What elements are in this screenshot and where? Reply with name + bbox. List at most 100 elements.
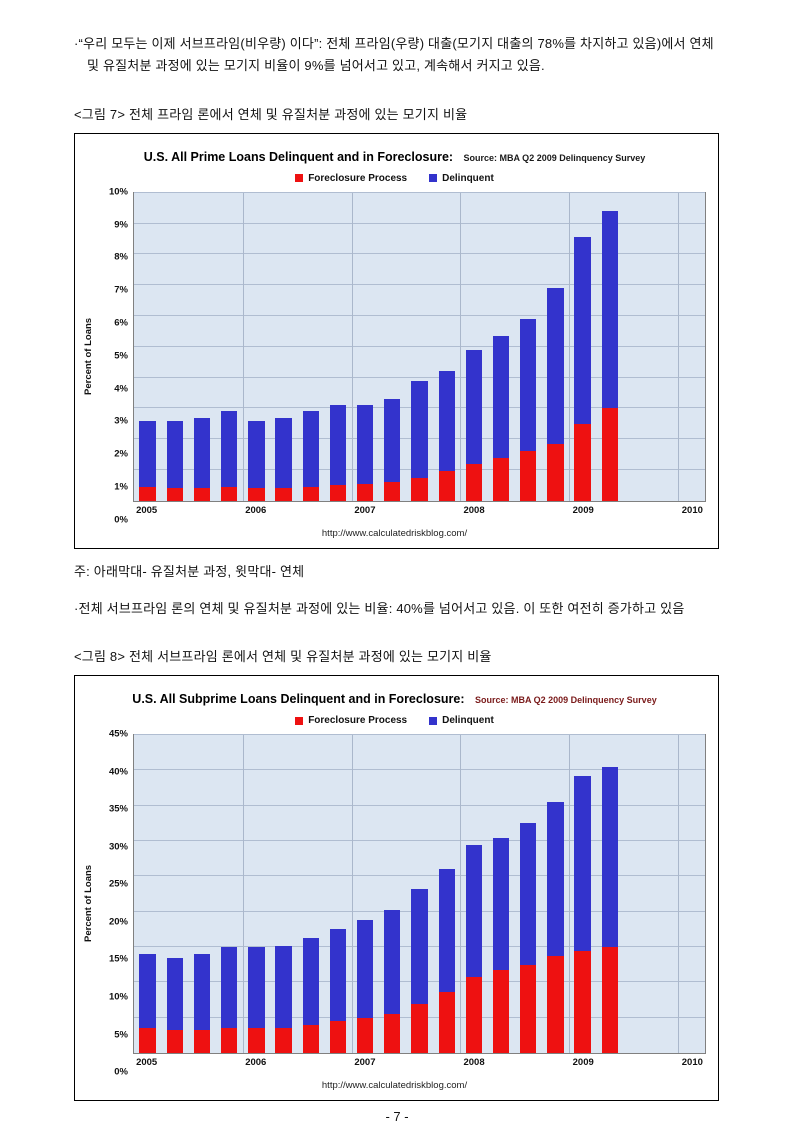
bar-segment-foreclosure: [193, 488, 211, 501]
bar-segment-foreclosure: [601, 947, 618, 1054]
gridline: [134, 734, 705, 736]
bar-segment-foreclosure: [166, 1029, 183, 1054]
figure-7-note: 주: 아래막대- 유질처분 과정, 윗막대- 연체: [74, 563, 305, 579]
bar-segment-foreclosure: [520, 451, 537, 501]
gridline: [134, 314, 705, 316]
plot-column: 2005 2006 2007 2008 2009 2010: [133, 734, 706, 1072]
y-tick-label: 10%: [108, 991, 128, 1003]
stacked-bar: [601, 211, 618, 501]
stacked-bar: [492, 837, 510, 1054]
bar-segment-delinquent: [438, 869, 455, 992]
bullet-paragraph-subprime: ·전체 서브프라임 론의 연체 및 유질처분 과정에 있는 비율: 40%를 넘…: [74, 600, 685, 616]
stacked-bar: [329, 928, 347, 1054]
bar-segment-delinquent: [221, 411, 238, 487]
gridline: [134, 376, 705, 378]
stacked-bar: [166, 957, 183, 1054]
gridline: [134, 345, 705, 347]
x-tick-label: 2010: [681, 1057, 703, 1069]
chart-title: U.S. All Prime Loans Delinquent and in F…: [143, 149, 454, 164]
bar-segment-foreclosure: [329, 485, 347, 501]
legend-item-foreclosure: Foreclosure Process: [295, 173, 407, 184]
bar-segment-foreclosure: [438, 991, 455, 1054]
stacked-bar: [275, 417, 292, 501]
y-tick-label: 0%: [114, 514, 128, 526]
year-separator-line: [351, 735, 353, 1054]
bar-segment-delinquent: [492, 837, 510, 970]
x-tick-label: 2005: [136, 1057, 158, 1069]
bar-segment-foreclosure: [302, 1024, 319, 1054]
y-axis-labels: 0% 1% 2% 3% 4% 5% 6% 7% 8% 9% 10%: [99, 186, 133, 525]
x-tick-label: 2005: [136, 504, 158, 516]
stacked-bar: [438, 869, 455, 1054]
legend-item-delinquent: Delinquent: [429, 715, 494, 726]
bar-segment-delinquent: [547, 288, 564, 444]
stacked-bar: [601, 766, 618, 1054]
plot-area: [133, 734, 706, 1055]
legend-label-delinquent: Delinquent: [442, 172, 494, 184]
year-separator-line: [569, 192, 571, 501]
bar-segment-foreclosure: [275, 1028, 292, 1054]
y-tick-label: 5%: [114, 350, 128, 362]
gridline: [134, 769, 705, 771]
bar-segment-delinquent: [193, 954, 211, 1030]
stacked-bar: [221, 947, 238, 1054]
chart-title: U.S. All Subprime Loans Delinquent and i…: [132, 692, 465, 707]
legend-label-foreclosure: Foreclosure Process: [308, 715, 408, 727]
bar-segment-foreclosure: [384, 482, 401, 501]
bar-segment-delinquent: [411, 380, 428, 478]
bar-segment-delinquent: [193, 417, 211, 489]
bar-segment-delinquent: [166, 957, 183, 1030]
stacked-bar: [547, 288, 564, 501]
bar-segment-delinquent: [438, 371, 455, 472]
stacked-bar: [411, 380, 428, 501]
bar-segment-foreclosure: [248, 1028, 265, 1054]
legend-swatch-foreclosure: [295, 174, 304, 183]
x-tick-label: 2008: [463, 504, 485, 516]
stacked-bar: [248, 947, 265, 1054]
bar-segment-foreclosure: [329, 1021, 347, 1054]
stacked-bar: [248, 420, 265, 501]
stacked-bar: [547, 801, 564, 1054]
stacked-bar: [574, 776, 591, 1054]
x-tick-label: 2010: [681, 504, 703, 516]
x-tick-label: 2007: [354, 504, 376, 516]
chart-title-row: U.S. All Subprime Loans Delinquent and i…: [83, 690, 706, 708]
chart-body: Percent of Loans 0% 5% 10% 15% 20% 25% 30% 35% 4…: [83, 729, 706, 1078]
bar-segment-delinquent: [356, 920, 374, 1018]
year-separator-line: [351, 192, 353, 501]
chart-source-note: Source: MBA Q2 2009 Delinquency Survey: [463, 152, 646, 163]
bar-segment-delinquent: [601, 211, 618, 409]
bar-segment-delinquent: [574, 237, 591, 424]
stacked-bar: [356, 920, 374, 1054]
stacked-bar: [520, 823, 537, 1054]
legend-swatch-delinquent: [429, 174, 438, 183]
stacked-bar: [465, 349, 483, 501]
legend-item-delinquent: Delinquent: [429, 173, 494, 184]
y-tick-label: 40%: [108, 766, 128, 778]
year-separator-line: [677, 192, 679, 501]
bar-segment-delinquent: [411, 889, 428, 1005]
stacked-bar: [384, 399, 401, 501]
bar-segment-delinquent: [384, 399, 401, 483]
gridline: [134, 875, 705, 877]
bar-segment-foreclosure: [302, 486, 319, 501]
y-tick-label: 7%: [114, 284, 128, 296]
bar-segment-foreclosure: [574, 423, 591, 501]
bar-segment-foreclosure: [384, 1014, 401, 1054]
stacked-bar: [275, 945, 292, 1054]
bar-segment-delinquent: [248, 947, 265, 1029]
x-tick-label: 2008: [463, 1057, 485, 1069]
stacked-bar: [302, 411, 319, 501]
bar-segment-foreclosure: [248, 488, 265, 501]
legend-label-delinquent: Delinquent: [442, 715, 494, 727]
bar-segment-foreclosure: [139, 486, 156, 501]
stacked-bar: [221, 411, 238, 501]
year-separator-line: [460, 735, 462, 1054]
chart-title-row: U.S. All Prime Loans Delinquent and in F…: [83, 148, 706, 166]
bar-segment-delinquent: [574, 776, 591, 951]
y-tick-label: 3%: [114, 415, 128, 427]
gridline: [134, 284, 705, 286]
bar-segment-delinquent: [329, 928, 347, 1022]
chart-legend: Foreclosure Process Delinquent: [83, 715, 706, 726]
y-tick-label: 15%: [108, 953, 128, 965]
